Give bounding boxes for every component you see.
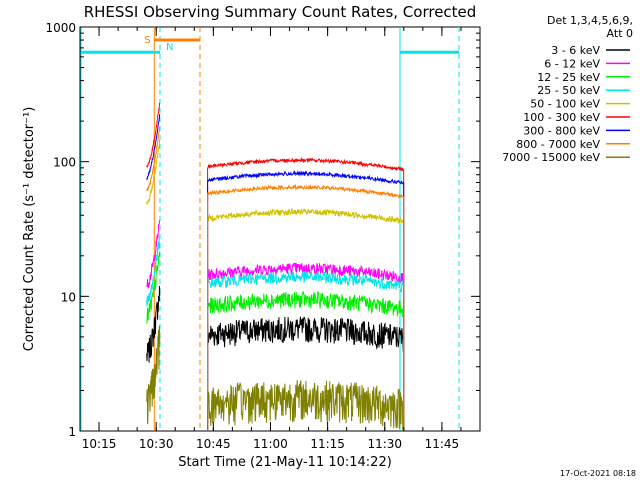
y-tick-label: 1000 <box>45 21 76 35</box>
saa-label: S <box>144 35 150 46</box>
y-tick-label: 1 <box>68 425 76 439</box>
series-trace-b <box>207 316 405 432</box>
series-trace-a <box>146 113 161 180</box>
footer-date: 17-Oct-2021 08:18 <box>560 469 636 478</box>
y-tick-label: 100 <box>53 156 76 170</box>
series-trace-a <box>146 126 161 191</box>
series-trace-b <box>207 208 405 432</box>
y-axis-ticks: 1 10 100 1000 <box>45 21 480 439</box>
series-trace-b <box>207 270 405 432</box>
x-tick-label: 10:30 <box>139 437 174 451</box>
series-trace-a <box>146 325 161 425</box>
series-trace-b <box>207 170 405 432</box>
series-trace-b <box>207 290 405 432</box>
legend-entry-label: 100 - 300 keV <box>523 111 600 124</box>
series-trace-a <box>146 139 161 205</box>
legend-entry-label: 6 - 12 keV <box>544 57 600 70</box>
plot-area <box>79 26 481 432</box>
legend-header-line2: Att 0 <box>607 27 633 40</box>
x-axis-label: Start Time (21-May-11 10:14:22) <box>178 455 392 470</box>
x-tick-label: 11:15 <box>310 437 345 451</box>
legend-entry-label: 50 - 100 keV <box>530 98 600 111</box>
series-trace-a <box>146 235 161 307</box>
series-trace-a <box>146 251 161 324</box>
night-label: N <box>166 42 173 53</box>
chart-title: RHESSI Observing Summary Count Rates, Co… <box>84 3 477 21</box>
series-trace-a <box>146 285 161 363</box>
legend-entry-label: 3 - 6 keV <box>551 44 600 57</box>
x-tick-label: 10:45 <box>196 437 231 451</box>
series-trace-b <box>207 183 405 432</box>
legend-entry-label: 800 - 7000 keV <box>516 138 600 151</box>
x-tick-label: 10:15 <box>82 437 117 451</box>
x-tick-label: 11:30 <box>367 437 402 451</box>
series-trace-b <box>207 156 405 432</box>
y-axis-label: Corrected Count Rate (s⁻¹ detector⁻¹) <box>22 107 37 352</box>
legend-entry-label: 25 - 50 keV <box>537 84 600 97</box>
x-tick-label: 11:00 <box>253 437 288 451</box>
data-series <box>146 102 405 433</box>
legend-entry-label: 12 - 25 keV <box>537 71 600 84</box>
series-trace-a <box>146 102 160 168</box>
x-axis-ticks: 10:15 10:30 10:45 11:00 11:15 11:30 11:45 <box>79 27 481 451</box>
legend-entry-label: 300 - 800 keV <box>523 124 600 137</box>
observing-intervals: SN <box>80 27 460 431</box>
legend-entry-label: 7000 - 15000 keV <box>502 151 600 164</box>
legend-header-line1: Det 1,3,4,5,6,9, <box>547 14 633 27</box>
x-tick-label: 11:45 <box>425 437 460 451</box>
series-trace-a <box>146 219 161 289</box>
series-trace-b <box>207 380 405 433</box>
y-tick-label: 10 <box>61 290 76 304</box>
